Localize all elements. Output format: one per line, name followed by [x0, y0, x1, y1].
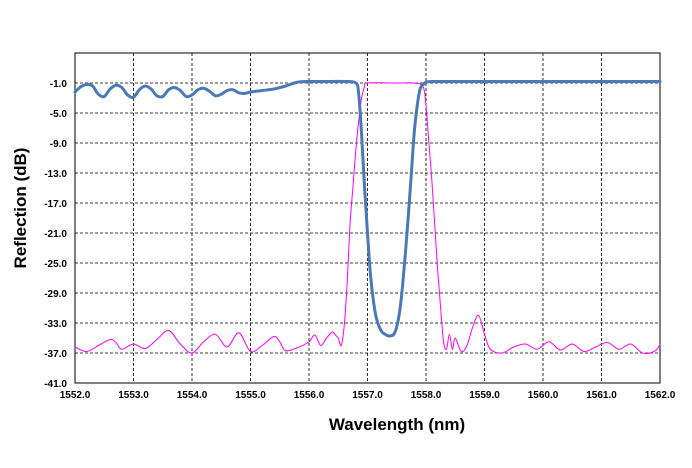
y-tick-label: -9.0 [50, 139, 68, 150]
y-tick-label: -1.0 [50, 79, 68, 90]
x-tick-label: 1552.0 [60, 390, 91, 401]
y-tick-label: -25.0 [44, 259, 67, 270]
y-tick-label: -21.0 [44, 229, 67, 240]
y-tick-label: -5.0 [50, 109, 68, 120]
y-tick-labels: -1.0 -5.0 -9.0 -13.0 -17.0 -21.0 -25.0 -29.0 -33… [44, 79, 67, 390]
y-tick-label: -29.0 [44, 289, 67, 300]
x-tick-label: 1557.0 [352, 390, 383, 401]
x-tick-label: 1561.0 [586, 390, 617, 401]
y-tick-label: -13.0 [44, 169, 67, 180]
series-line-blue [73, 79, 662, 338]
x-tick-label: 1554.0 [177, 390, 208, 401]
y-tick-label: -17.0 [44, 199, 67, 210]
y-tick-label: -41.0 [44, 379, 67, 390]
x-tick-label: 1562.0 [645, 390, 676, 401]
x-tick-label: 1558.0 [411, 390, 442, 401]
y-tick-label: -33.0 [44, 319, 67, 330]
y-tick-label: -37.0 [44, 349, 67, 360]
x-tick-labels: 1552.0 1553.0 1554.0 1555.0 1556.0 1557.0 1558… [60, 390, 676, 401]
x-tick-label: 1555.0 [235, 390, 266, 401]
x-axis-title: Wavelength (nm) [329, 415, 465, 434]
x-tick-label: 1556.0 [294, 390, 325, 401]
x-tick-label: 1553.0 [118, 390, 149, 401]
series-lines [73, 79, 662, 354]
y-axis-title: Reflection (dB) [11, 148, 30, 269]
series-line-magenta [74, 82, 661, 354]
x-tick-label: 1560.0 [528, 390, 559, 401]
x-tick-label: 1559.0 [469, 390, 500, 401]
